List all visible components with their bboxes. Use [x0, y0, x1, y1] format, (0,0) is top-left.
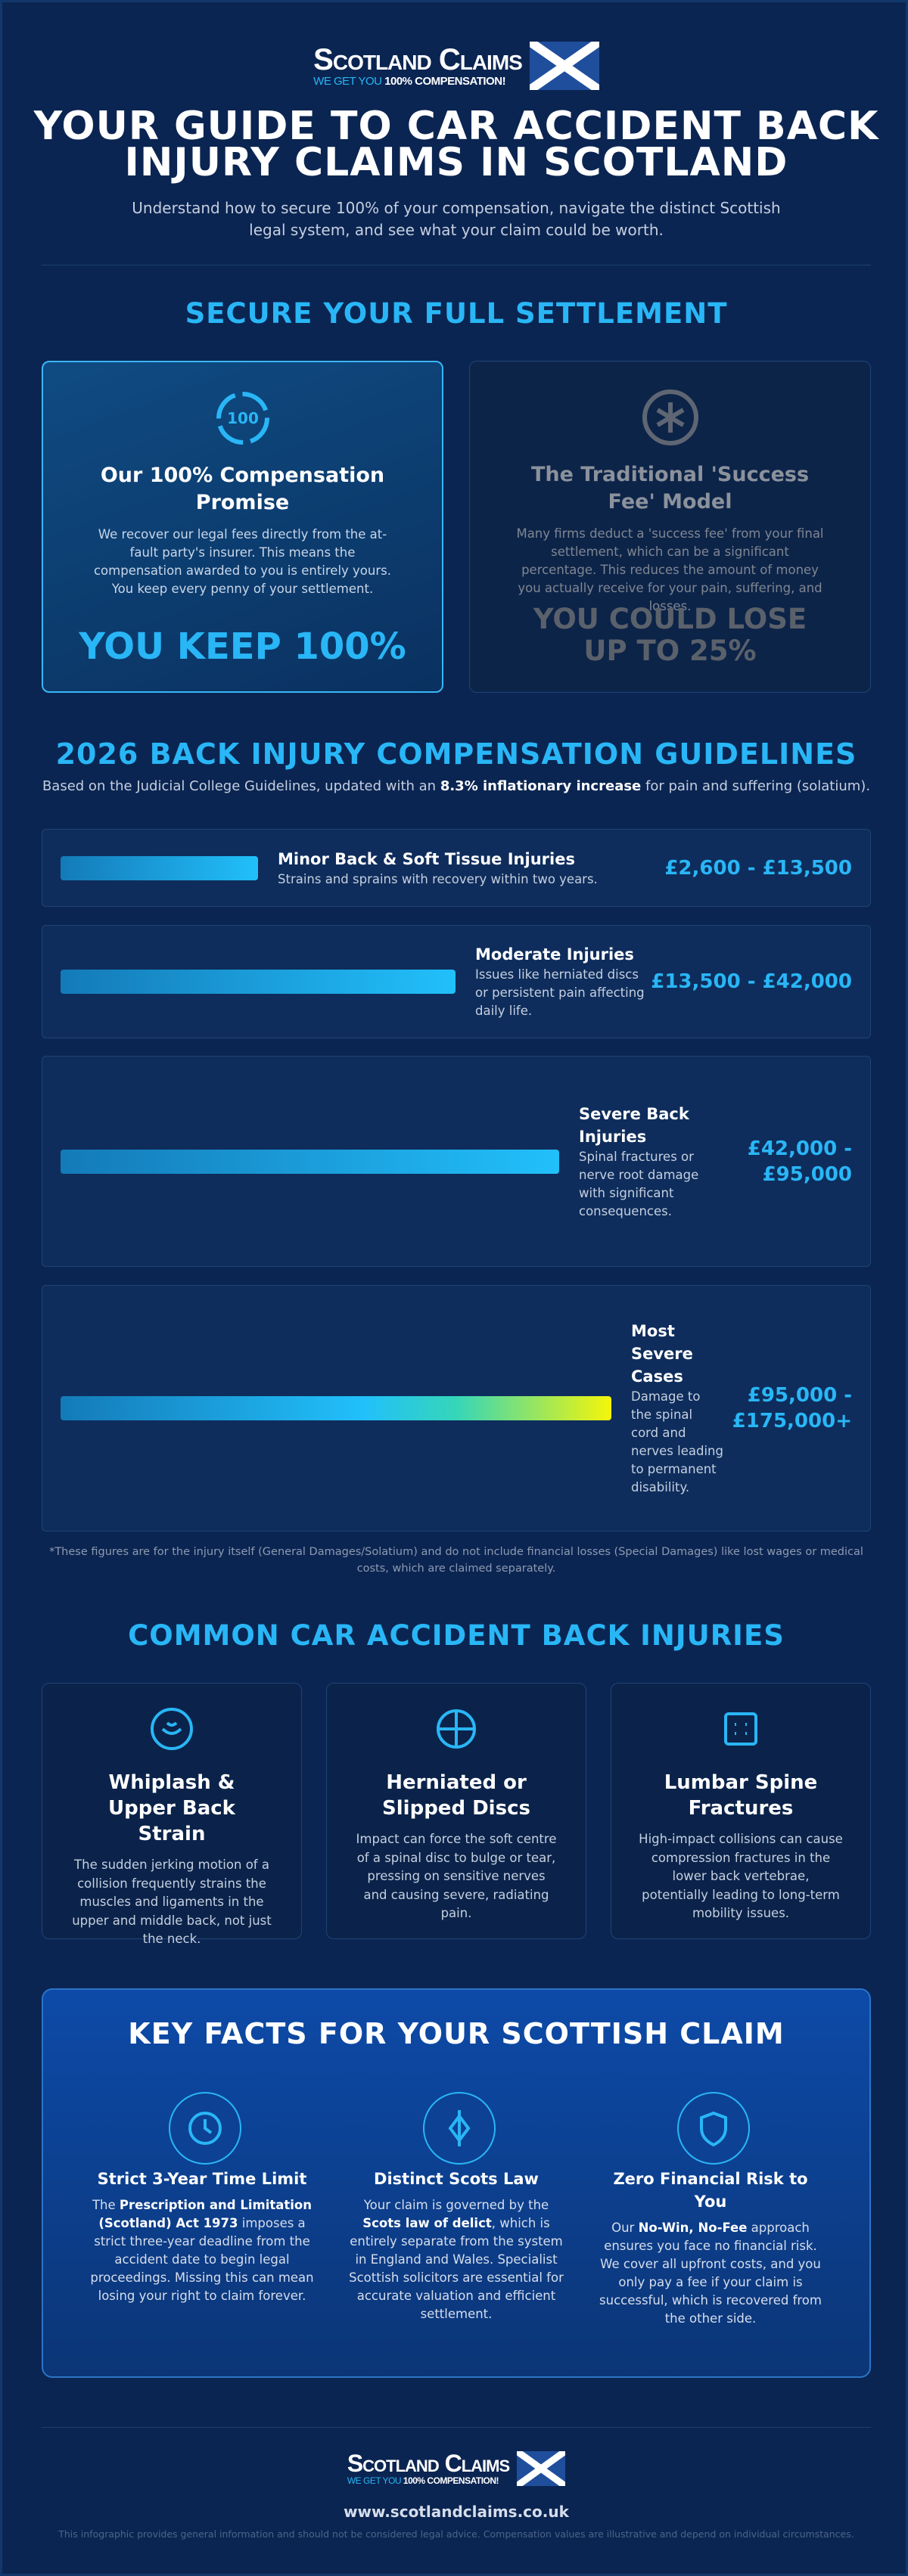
icon: [151, 1708, 193, 1750]
card-highlight: YOU KEEP 100%: [79, 625, 406, 668]
icon: [700, 2111, 727, 2147]
bold: Scots law of delict: [362, 2216, 492, 2230]
bold: No-Win, No-Fee: [638, 2221, 748, 2235]
row-range: £13,500 - £42,000: [651, 970, 852, 993]
section-heading: SECURE YOUR FULL SETTLEMENT: [185, 297, 728, 330]
card-text: Impact can force the soft centre of a sp…: [356, 1832, 557, 1920]
row-range: £95,000 - £175,000+: [732, 1384, 852, 1432]
row-text: Issues like herniated discs or persisten…: [475, 967, 645, 1018]
card-title: Lumbar Spine Fractures: [664, 1771, 818, 1820]
section-heading: COMMON CAR ACCIDENT BACK INJURIES: [128, 1619, 785, 1652]
card-text: Many firms deduct a 'success fee' from y…: [516, 526, 824, 613]
card-title: Herniated or Slipped Discs: [382, 1771, 530, 1820]
tagline-bold: 100% COMPENSATION!: [403, 2475, 499, 2486]
fact: Strict 3-Year Time Limit The Prescriptio…: [89, 2092, 316, 2305]
injury-card: Lumbar Spine Fractures High-impact colli…: [611, 1683, 871, 1939]
fact-text: Your claim is governed by the Scots law …: [343, 2196, 570, 2323]
brand: Scotland Claims: [313, 42, 523, 76]
fact-text: Our No-Win, No-Fee approach ensures you …: [597, 2219, 824, 2328]
text: imposes a strict three-year deadline fro…: [90, 2216, 314, 2303]
fact: Zero Financial Risk to You Our No-Win, N…: [597, 2092, 824, 2328]
icon: [437, 1709, 476, 1749]
intro-bold: 8.3% inflationary increase: [440, 778, 642, 794]
text: Our: [611, 2221, 639, 2235]
promise-card: 100 Our 100% Compensation Promise We rec…: [42, 361, 443, 693]
page-subtitle: Understand how to secure 100% of your co…: [132, 199, 781, 239]
section-heading: 2026 BACK INJURY COMPENSATION GUIDELINES: [55, 737, 857, 771]
row-text: Damage to the spinal cord and nerves lea…: [631, 1389, 723, 1494]
tagline-text: WE GET YOU: [347, 2475, 403, 2486]
key-facts: KEY FACTS FOR YOUR SCOTTISH CLAIM Strict…: [42, 1988, 871, 2378]
card-title: The Traditional 'Success Fee' Model: [530, 463, 810, 514]
icon: 100: [216, 392, 269, 445]
footnote: *These figures are for the injury itself…: [49, 1546, 863, 1575]
card-text: We recover our legal fees directly from …: [93, 527, 391, 596]
injury-card: Herniated or Slipped Discs Impact can fo…: [326, 1683, 586, 1939]
row-range: £2,600 - £13,500: [664, 856, 852, 880]
row-title: Most Severe Cases: [631, 1322, 693, 1386]
guidelines-intro: Based on the Judicial College Guidelines…: [2, 778, 908, 794]
range-row: Severe Back Injuries Spinal fractures or …: [42, 1056, 871, 1267]
card-title: Our 100% Compensation Promise: [100, 464, 385, 514]
intro-text: for pain and suffering (solatium).: [641, 778, 871, 794]
footer-url: www.scotlandclaims.co.uk: [344, 2503, 569, 2521]
disclaimer: This infographic provides general inform…: [58, 2528, 854, 2540]
fact-text: The Prescription and Limitation (Scotlan…: [89, 2196, 316, 2305]
text: The: [92, 2198, 120, 2212]
range-bar: [61, 1149, 559, 1174]
tagline-bold: 100% COMPENSATION!: [384, 74, 506, 88]
tagline: WE GET YOU 100% COMPENSATION!: [313, 75, 522, 88]
row-title: Severe Back Injuries: [579, 1104, 689, 1146]
divider: [42, 2427, 871, 2428]
card-highlight: YOU COULD LOSE UP TO 25%: [533, 603, 807, 667]
card-text: High-impact collisions can cause compres…: [639, 1832, 843, 1920]
injury-card: Whiplash & Upper Back Strain The sudden …: [42, 1683, 302, 1946]
fact-title: Zero Financial Risk to You: [613, 2170, 808, 2211]
range-bar: [61, 855, 258, 880]
range-row: Moderate Injuries Issues like herniated d…: [42, 925, 871, 1038]
intro-text: Based on the Judicial College Guidelines…: [42, 778, 440, 794]
row-title: Minor Back & Soft Tissue Injuries: [278, 849, 575, 868]
flag: [529, 42, 599, 90]
fact-title: Distinct Scots Law: [374, 2170, 539, 2188]
icon: [642, 390, 698, 445]
range-row: Minor Back & Soft Tissue Injuries Strains…: [42, 829, 871, 907]
row-title: Moderate Injuries: [475, 945, 634, 964]
row-text: Strains and sprains with recovery within…: [278, 871, 598, 886]
icon: [448, 2110, 471, 2146]
text: Your claim is governed by the: [363, 2198, 549, 2212]
fact-title: Strict 3-Year Time Limit: [97, 2170, 307, 2188]
footer-logo: Scotland Claims WE GET YOU 100% COMPENSA…: [2, 2451, 908, 2486]
icon: [188, 2112, 222, 2145]
range-row: Most Severe Cases Damage to the spinal co…: [42, 1285, 871, 1532]
icon: [724, 1712, 757, 1746]
tagline: WE GET YOU 100% COMPENSATION!: [347, 2475, 509, 2486]
flag: [517, 2451, 566, 2486]
text: , which is entirely separate from the sy…: [349, 2216, 564, 2321]
fact: Distinct Scots Law Your claim is governe…: [343, 2092, 570, 2323]
page-title: YOUR GUIDE TO CAR ACCIDENT BACK INJURY C…: [33, 104, 879, 185]
svg-text:100: 100: [227, 409, 259, 427]
range-bar: [61, 970, 456, 994]
row-range: £42,000 - £95,000: [747, 1137, 852, 1186]
facts-heading: KEY FACTS FOR YOUR SCOTTISH CLAIM: [128, 2017, 785, 2050]
range-bar: [61, 1396, 611, 1420]
card-title: Whiplash & Upper Back Strain: [108, 1771, 235, 1845]
card-text: The sudden jerking motion of a collision…: [72, 1858, 272, 1946]
text: approach ensures you face no financial r…: [599, 2221, 822, 2326]
row-text: Spinal fractures or nerve root damage wi…: [579, 1149, 699, 1218]
brand: Scotland Claims: [347, 2450, 510, 2477]
bold: Prescription and Limitation (Scotland) A…: [98, 2198, 313, 2230]
tagline-text: WE GET YOU: [313, 74, 385, 88]
header-logo: Scotland Claims WE GET YOU 100% COMPENSA…: [2, 42, 908, 90]
success-fee-card: The Traditional 'Success Fee' Model Many…: [469, 361, 871, 693]
